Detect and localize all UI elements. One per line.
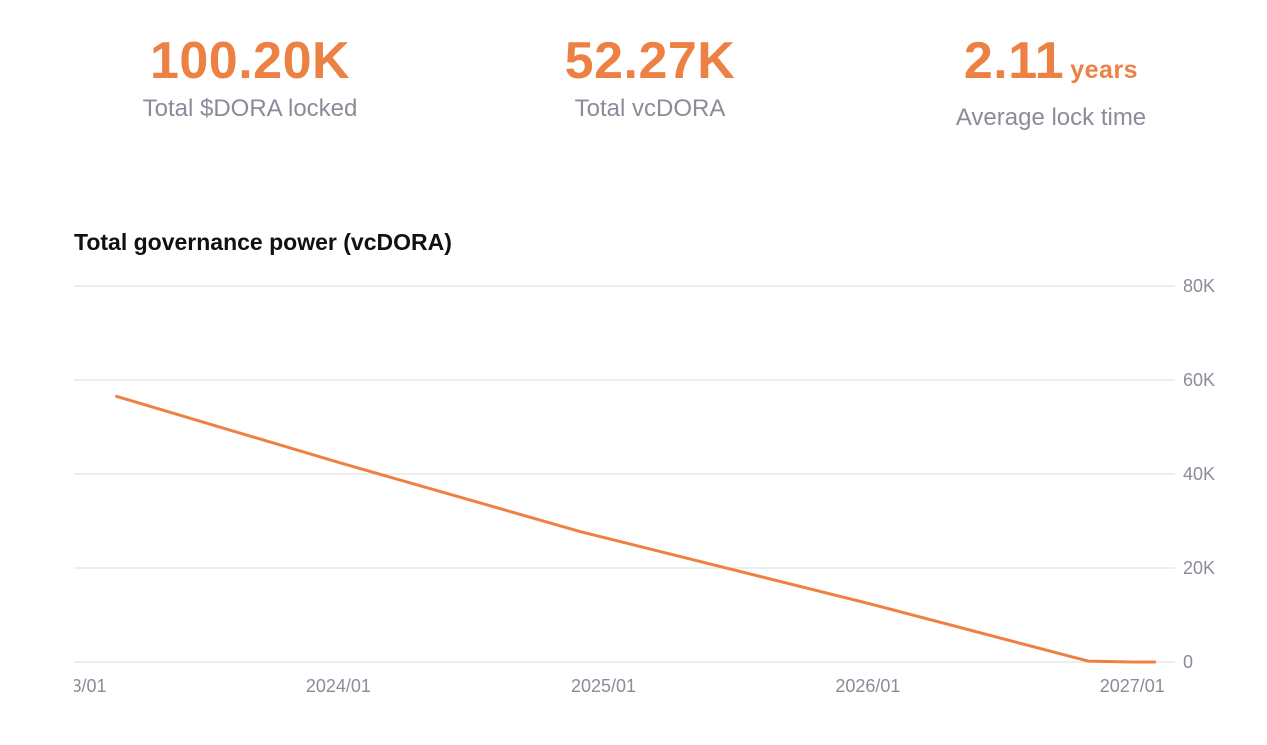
stat-value: 52.27K <box>564 32 736 90</box>
stat-unit: years <box>1070 56 1139 84</box>
y-tick-label: 60K <box>1183 370 1215 390</box>
y-tick-label: 0 <box>1183 652 1193 672</box>
x-tick-label: 2023/01 <box>41 676 106 696</box>
stat-label: Average lock time <box>955 104 1147 131</box>
y-tick-label: 20K <box>1183 558 1215 578</box>
stat-total-dora-locked: 100.20K Total $DORA locked <box>70 28 430 124</box>
series-line-vcdora <box>115 394 1157 664</box>
y-tick-label: 40K <box>1183 464 1215 484</box>
chart-title: Total governance power (vcDORA) <box>74 229 452 255</box>
stat-label: Total vcDORA <box>574 95 726 122</box>
stat-total-vcdora: 52.27K Total vcDORA <box>470 28 830 124</box>
x-tick-label: 2026/01 <box>835 676 900 696</box>
y-tick-label: 80K <box>1183 276 1215 296</box>
stats-row: 100.20K Total $DORA locked 52.27K Total … <box>0 28 1267 138</box>
x-tick-label: 2027/01 <box>1100 676 1165 696</box>
stat-value: 100.20K <box>149 32 351 90</box>
x-axis-ticks: 2023/01 2024/01 2025/01 2026/01 2027/01 <box>41 676 1165 696</box>
x-tick-label: 2025/01 <box>571 676 636 696</box>
stat-label: Total $DORA locked <box>142 95 358 122</box>
x-tick-label: 2024/01 <box>306 676 371 696</box>
stat-value: 2.11 years <box>963 32 1139 90</box>
stat-average-lock-time: 2.11 years Average lock time <box>871 28 1231 133</box>
